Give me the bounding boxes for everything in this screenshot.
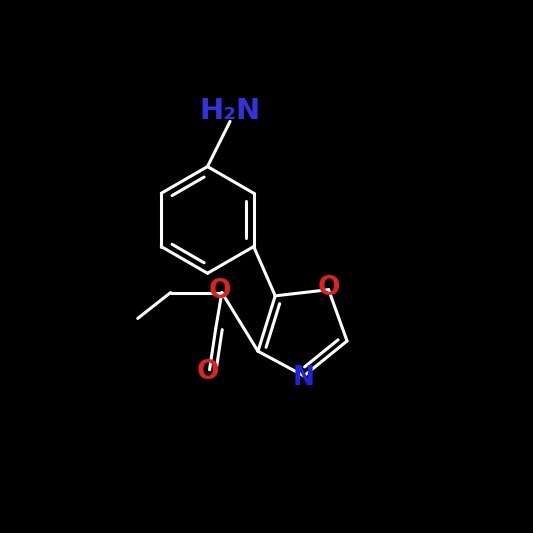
Text: O: O <box>208 278 231 303</box>
Text: H₂N: H₂N <box>199 97 261 125</box>
Text: N: N <box>293 365 315 391</box>
Text: O: O <box>196 359 219 385</box>
Text: O: O <box>317 274 340 301</box>
